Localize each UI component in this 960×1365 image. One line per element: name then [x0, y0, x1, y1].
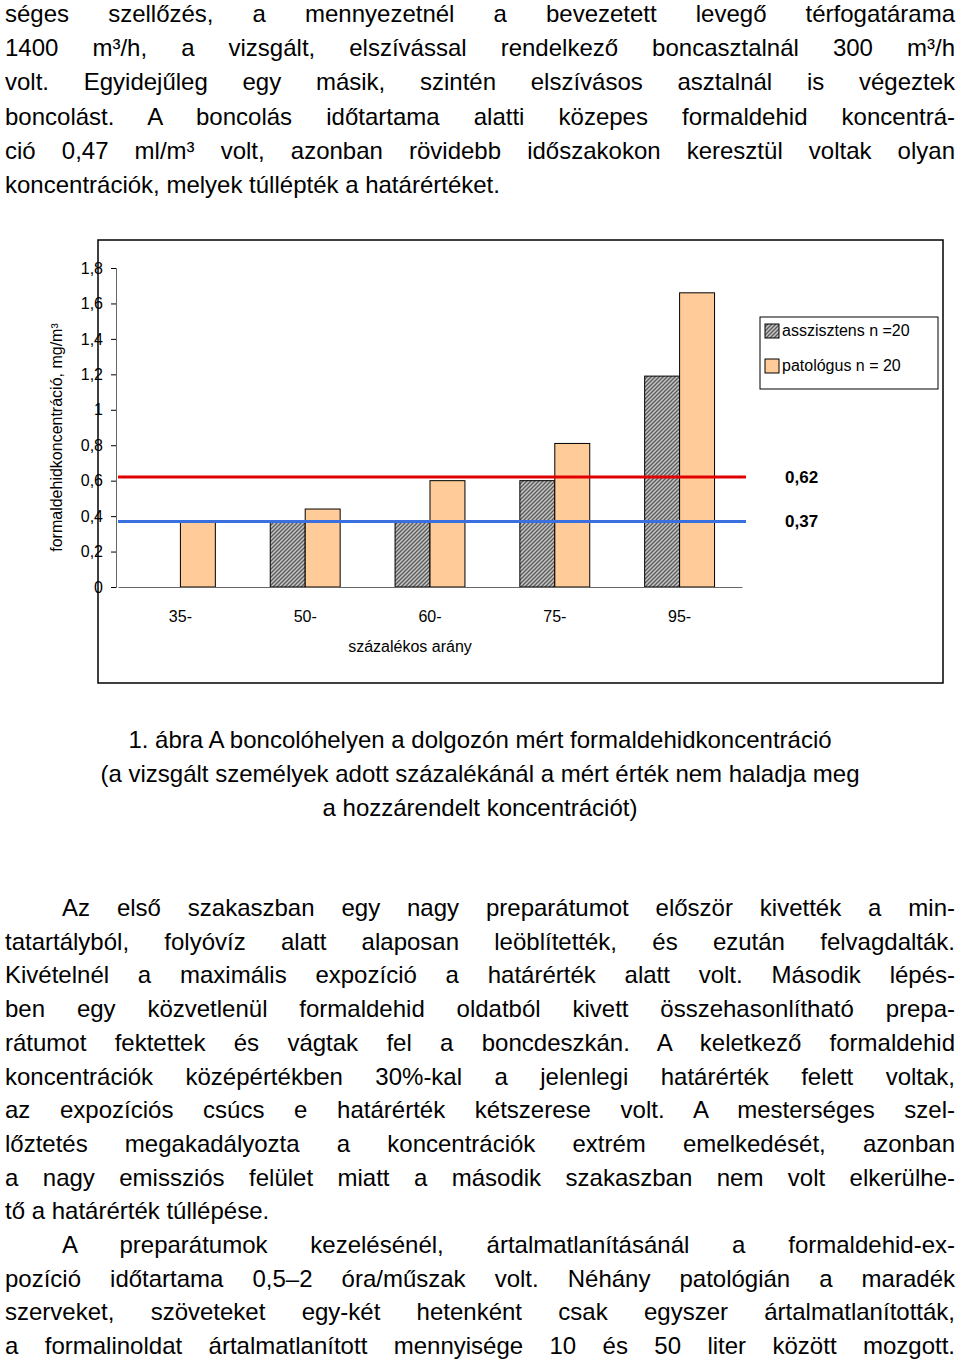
tick-mark: [111, 410, 116, 411]
tick-label: 60-: [418, 608, 441, 625]
legend-box: [760, 317, 938, 389]
tick-mark: [111, 303, 116, 304]
tick-label: 1,8: [81, 260, 103, 277]
text-line: ció 0,47 ml/m³ volt, azonban rövidebb id…: [5, 134, 955, 168]
text-line: szerveket, szöveteket egy-két hetenként …: [5, 1295, 955, 1329]
text-line: koncentrációk, melyek túllépték a határé…: [5, 168, 955, 202]
tick: 60-: [418, 587, 441, 625]
tick-label: 35-: [169, 608, 192, 625]
text-line: tő a határérték túllépése.: [5, 1194, 955, 1228]
tick: 0,6: [81, 472, 116, 489]
tick-label: 0,6: [81, 472, 103, 489]
text-line: a nagy emissziós felület miatt a második…: [5, 1161, 955, 1195]
tick-mark: [111, 481, 116, 482]
bar: [520, 481, 555, 587]
tick-label: 75-: [543, 608, 566, 625]
legend-swatch: [765, 324, 779, 338]
series: [180, 293, 714, 587]
tick-mark: [111, 268, 116, 269]
threshold-label: 0,37: [785, 512, 818, 531]
tick: 50-: [294, 587, 317, 625]
threshold-line: [118, 476, 746, 479]
tick: 0,2: [81, 543, 116, 560]
text-line: pozíció időtartama 0,5–2 óra/műszak volt…: [5, 1262, 955, 1296]
bar: [395, 521, 430, 587]
tick: 0,4: [81, 508, 116, 525]
tick: 0,8: [81, 437, 116, 454]
chart: 0 0,2 0,4 0,6 0,8 1 1,2 1,4 1,6 1,8 35- 50- 60- 75- 95…: [0, 0, 960, 700]
text-line: (a vizsgált személyek adott százalékánál…: [0, 757, 960, 791]
plot-area: [118, 293, 746, 587]
bar: [430, 481, 465, 587]
tick-label: 1,6: [81, 295, 103, 312]
tick: 35-: [169, 587, 192, 625]
text-line: a hozzárendelt koncentrációt): [0, 791, 960, 825]
text-line: a formalinoldat ártalmatlanított mennyis…: [5, 1329, 955, 1363]
tick-label: 1: [94, 401, 103, 418]
legend-label: asszisztens n =20: [782, 322, 910, 339]
axis-line: [111, 269, 117, 588]
tick: 1: [94, 401, 116, 418]
tick-label: 50-: [294, 608, 317, 625]
text-line: A preparátumok kezelésénél, ártalmatlaní…: [62, 1228, 955, 1262]
bar: [645, 376, 680, 587]
text-line: Kivételnél a maximális expozíció a határ…: [5, 958, 955, 992]
tick-label: 0,4: [81, 508, 103, 525]
tick-mark: [111, 587, 116, 588]
tick: 95-: [668, 587, 691, 625]
axis-title: formaldehidkoncentráció, mg/m³: [48, 323, 65, 552]
bar: [680, 293, 715, 587]
text-line: Az első szakaszban egy nagy preparátumot…: [62, 891, 955, 925]
chart-frame: [98, 240, 943, 683]
text-line: rátumot fektettek és vágtak fel a boncde…: [5, 1026, 955, 1060]
legend-swatch: [765, 359, 779, 373]
tick-label: 0,8: [81, 437, 103, 454]
tick-label: 0: [94, 579, 103, 596]
tick: 0: [94, 579, 116, 596]
threshold-line: [118, 520, 746, 523]
bar: [180, 521, 215, 587]
threshold-label: 0,62: [785, 468, 818, 487]
tick-label: 1,2: [81, 366, 103, 383]
tick: 1,2: [81, 366, 116, 383]
series: [270, 376, 679, 587]
text-line: tatartályból, folyóvíz alatt alaposan le…: [5, 925, 955, 959]
tick-label: 0,2: [81, 543, 103, 560]
y-axis: 0 0,2 0,4 0,6 0,8 1 1,2 1,4 1,6 1,8: [81, 260, 117, 596]
tick: 1,8: [81, 260, 116, 277]
text-line: séges szellőzés, a mennyezetnél a beveze…: [5, 0, 955, 31]
tick-mark: [111, 445, 116, 446]
axis-title: százalékos arány: [348, 638, 472, 655]
tick-label: 95-: [668, 608, 691, 625]
text-line: volt. Egyidejűleg egy másik, szintén els…: [5, 65, 955, 99]
axis-line: [119, 587, 743, 588]
tick: 1,6: [81, 295, 116, 312]
tick: 1,4: [81, 331, 116, 348]
x-axis: 35- 50- 60- 75- 95-: [119, 587, 743, 625]
tick-mark: [111, 374, 116, 375]
text-line: 1. ábra A boncolóhelyen a dolgozón mért …: [0, 723, 960, 757]
text-line: 1400 m³/h, a vizsgált, elszívással rende…: [5, 31, 955, 65]
tick-mark: [111, 516, 116, 517]
tick-label: 1,4: [81, 331, 103, 348]
bar: [555, 443, 590, 587]
bar: [270, 521, 305, 587]
legend-label: patológus n = 20: [782, 357, 901, 374]
tick-mark: [111, 339, 116, 340]
text-line: koncentrációk középértékben 30%-kal a je…: [5, 1060, 955, 1094]
text-line: az expozíciós csúcs e határérték kétszer…: [5, 1093, 955, 1127]
tick-mark: [111, 552, 116, 553]
text-line: boncolást. A boncolás időtartama alatti …: [5, 100, 955, 134]
text-line: lőztetés megakadályozta a koncentrációk …: [5, 1127, 955, 1161]
text-line: ben egy közvetlenül formaldehid oldatból…: [5, 992, 955, 1026]
legend: asszisztens n =20 patológus n = 20: [760, 317, 938, 389]
tick: 75-: [543, 587, 566, 625]
